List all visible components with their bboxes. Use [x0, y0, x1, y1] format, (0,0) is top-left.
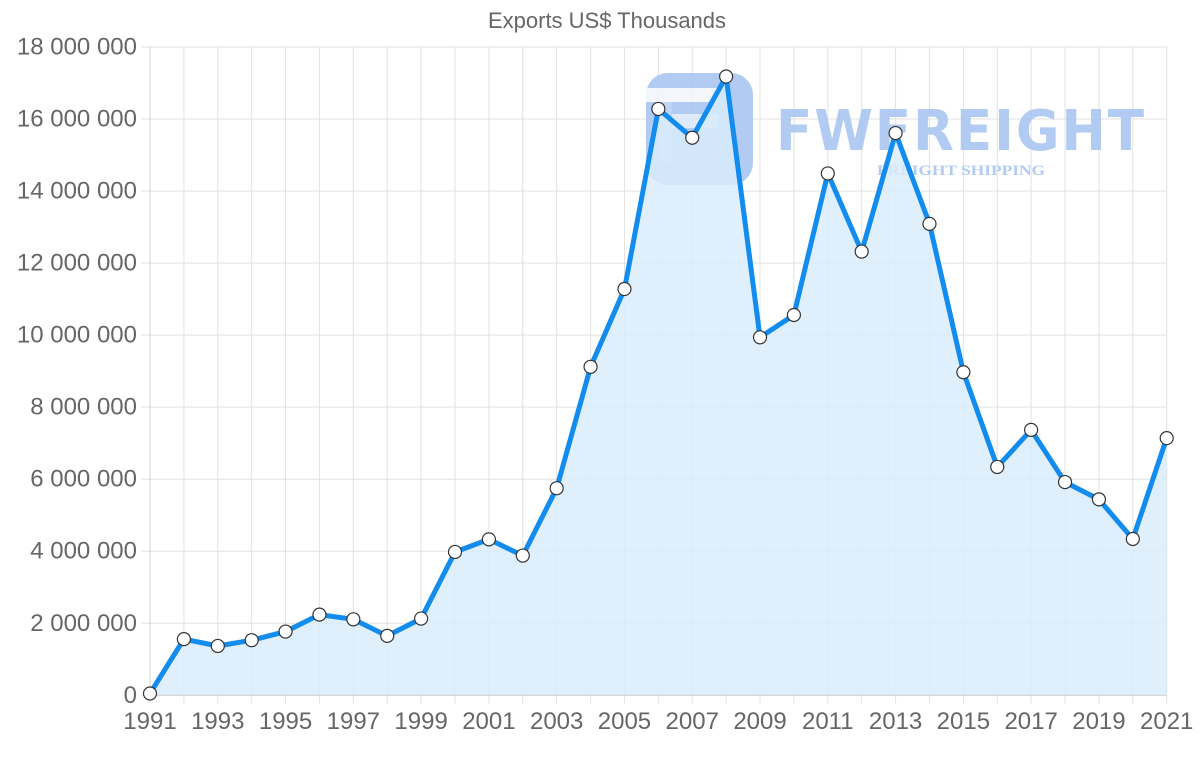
- x-tick-label: 2017: [1004, 708, 1057, 735]
- x-axis-labels: 1991 1993 1995 1997 1999 2001 2003 2005 2007 2009…: [123, 708, 1193, 735]
- data-point[interactable]: [651, 101, 666, 117]
- x-tick-label: 2021: [1140, 708, 1193, 735]
- x-tick-label: 1997: [327, 708, 380, 735]
- data-point[interactable]: [922, 216, 937, 231]
- y-tick-label: 8 000 000: [30, 394, 137, 421]
- data-point[interactable]: [617, 281, 632, 297]
- y-tick-label: 4 000 000: [30, 538, 137, 565]
- x-tick-label: 2001: [462, 708, 515, 735]
- data-point[interactable]: [786, 307, 802, 323]
- data-points: [142, 69, 1174, 701]
- data-point[interactable]: [515, 548, 530, 563]
- x-tick-label: 1995: [259, 708, 312, 735]
- x-tick-label: 1993: [191, 708, 244, 735]
- axes: [149, 47, 1167, 696]
- data-point[interactable]: [447, 544, 463, 560]
- data-point[interactable]: [1057, 474, 1073, 490]
- x-tick-label: 2007: [666, 708, 719, 735]
- data-point[interactable]: [956, 365, 971, 380]
- data-point[interactable]: [1125, 531, 1140, 547]
- data-point[interactable]: [244, 633, 259, 648]
- data-point[interactable]: [685, 130, 700, 145]
- data-point[interactable]: [481, 532, 496, 547]
- data-point[interactable]: [820, 166, 835, 181]
- data-point[interactable]: [854, 244, 869, 259]
- data-point[interactable]: [1091, 492, 1107, 507]
- watermark-tagline: FREIGHT SHIPPING: [877, 163, 1045, 179]
- data-point[interactable]: [346, 612, 361, 627]
- data-point[interactable]: [312, 607, 327, 622]
- x-tick-label: 2013: [869, 708, 922, 735]
- x-tick-label: 2003: [530, 708, 583, 735]
- x-tick-label: 2005: [598, 708, 651, 735]
- data-point[interactable]: [888, 125, 903, 141]
- data-point[interactable]: [1159, 431, 1174, 446]
- data-point[interactable]: [583, 359, 598, 374]
- y-tick-label: 14 000 000: [17, 178, 137, 205]
- x-tick-label: 2019: [1072, 708, 1125, 735]
- data-point[interactable]: [176, 632, 191, 647]
- y-axis-labels: 0 2 000 000 4 000 000 6 000 000 8 000 000 10 …: [17, 34, 137, 709]
- x-tick-label: 2009: [733, 708, 786, 735]
- data-point[interactable]: [414, 611, 429, 626]
- x-tick-label: 1999: [394, 708, 447, 735]
- y-tick-label: 16 000 000: [17, 106, 137, 133]
- watermark-brand: FWFREIGHT: [776, 99, 1146, 164]
- chart-title: Exports US$ Thousands: [487, 8, 727, 33]
- area-fill: [150, 76, 1167, 696]
- data-point[interactable]: [549, 481, 564, 496]
- y-tick-label: 10 000 000: [17, 322, 137, 349]
- y-tick-label: 6 000 000: [30, 466, 137, 493]
- data-point[interactable]: [752, 330, 768, 345]
- data-point[interactable]: [278, 624, 293, 639]
- y-tick-label: 2 000 000: [30, 610, 137, 637]
- y-tick-label: 0: [124, 682, 137, 709]
- y-tick-label: 18 000 000: [17, 34, 137, 61]
- x-tick-label: 2011: [802, 708, 854, 735]
- x-tick-label: 1991: [123, 708, 176, 735]
- y-tick-label: 12 000 000: [17, 250, 137, 277]
- data-point[interactable]: [719, 69, 734, 84]
- data-point[interactable]: [380, 628, 395, 643]
- data-point[interactable]: [1024, 422, 1039, 437]
- x-tick-label: 2015: [937, 708, 990, 735]
- data-point[interactable]: [142, 686, 158, 701]
- data-point[interactable]: [210, 638, 225, 654]
- data-point[interactable]: [990, 459, 1005, 475]
